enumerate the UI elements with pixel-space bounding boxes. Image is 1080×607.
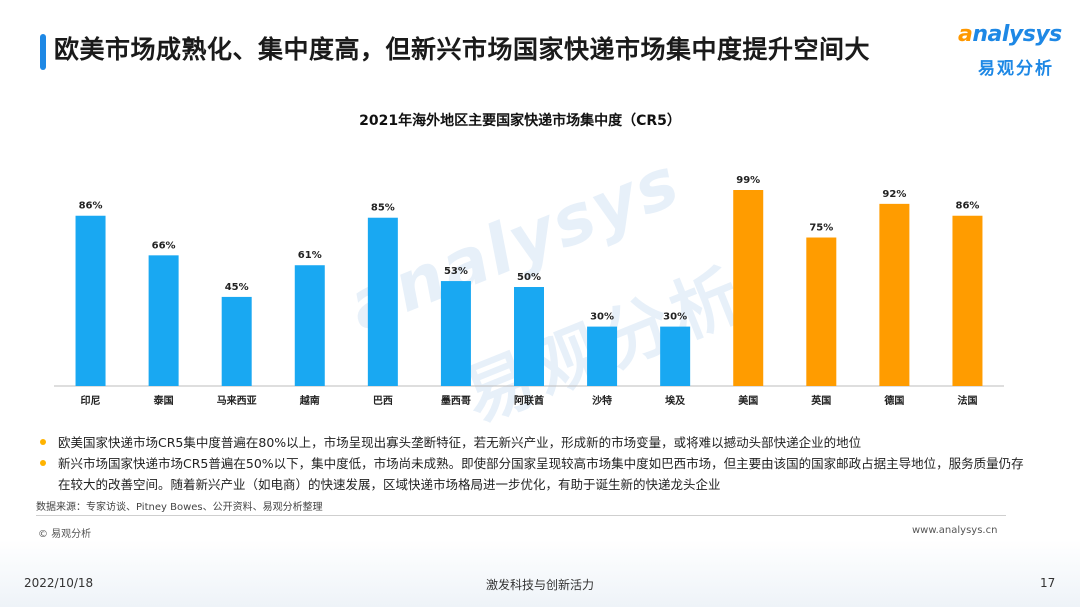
copyright: © 易观分析	[38, 529, 92, 540]
x-tick-label: 马来西亚	[217, 394, 257, 407]
footer-date: 2022/10/18	[24, 576, 94, 590]
bar-value-label: 66%	[152, 240, 176, 251]
x-tick-label: 巴西	[373, 395, 393, 407]
bar-value-label: 99%	[736, 175, 760, 186]
bar-4	[294, 265, 325, 386]
bar-13	[952, 215, 983, 386]
bullet-icon	[40, 439, 46, 445]
x-tick-label: 埃及	[665, 394, 686, 407]
bar-9	[660, 326, 691, 386]
footer-background	[0, 540, 1080, 607]
bar-2	[148, 255, 179, 386]
bar-12	[879, 203, 910, 386]
note-text: 欧美国家快递市场CR5集中度普遍在80%以上，市场呈现出寡头垄断特征，若无新兴产…	[58, 435, 862, 450]
bar-value-label: 61%	[298, 250, 322, 261]
logo-wordmark-initial: a	[958, 22, 973, 47]
title-accent-bar	[40, 34, 46, 70]
bar-chart: 86% 印尼 66% 泰国 45% 马来西亚 61% 越南 85% 巴西 53% 墨西哥 50% 阿联酋 3…	[54, 175, 1004, 407]
footer-slogan: 激发科技与创新活力	[485, 578, 594, 592]
bar-value-label: 75%	[809, 223, 833, 234]
note-text: 新兴市场国家快递市场CR5普遍在50%以下，集中度低，市场尚未成熟。即使部分国家…	[58, 456, 1024, 492]
bar-value-label: 50%	[517, 272, 541, 283]
x-tick-label: 英国	[810, 394, 831, 407]
bar-value-label: 85%	[371, 203, 395, 214]
note-item: 新兴市场国家快递市场CR5普遍在50%以下，集中度低，市场尚未成熟。即使部分国家…	[36, 453, 1036, 495]
chart-title: 2021年海外地区主要国家快递市场集中度（CR5）	[359, 113, 681, 129]
x-tick-label: 德国	[883, 394, 904, 407]
x-tick-label: 印尼	[81, 395, 101, 407]
page-title: 欧美市场成熟化、集中度高，但新兴市场国家快递市场集中度提升空间大	[54, 35, 871, 64]
bullet-icon	[40, 460, 46, 466]
x-tick-label: 墨西哥	[441, 395, 471, 407]
x-tick-label: 泰国	[153, 394, 174, 407]
bar-value-label: 45%	[225, 282, 249, 293]
bar-3	[221, 296, 252, 386]
bar-6	[440, 281, 471, 386]
bar-1	[75, 215, 106, 386]
bar-value-label: 53%	[444, 266, 468, 277]
x-tick-label: 阿联酋	[514, 394, 544, 407]
bar-7	[514, 287, 544, 386]
x-tick-label: 沙特	[592, 394, 612, 407]
data-source: 数据来源：专家访谈、Pitney Bowes、公开资料、易观分析整理	[36, 502, 323, 513]
x-tick-label: 美国	[738, 394, 758, 407]
footer-divider	[36, 515, 1006, 516]
bar-11	[806, 237, 837, 386]
logo-chinese: 易观分析	[978, 59, 1054, 79]
x-tick-label: 越南	[299, 394, 320, 407]
bar-value-label: 92%	[882, 189, 906, 200]
logo-wordmark: analysys	[958, 22, 1062, 47]
page-number: 17	[1040, 576, 1056, 590]
bar-value-label: 30%	[663, 312, 687, 323]
website-link[interactable]: www.analysys.cn	[912, 525, 998, 536]
bar-value-label: 86%	[79, 201, 103, 212]
x-tick-label: 法国	[957, 394, 977, 407]
note-item: 欧美国家快递市场CR5集中度普遍在80%以上，市场呈现出寡头垄断特征，若无新兴产…	[36, 432, 1036, 453]
bar-8	[587, 326, 618, 386]
bar-5	[367, 217, 398, 386]
logo-wordmark-rest: nalysys	[972, 22, 1062, 47]
bar-value-label: 30%	[590, 312, 614, 323]
bar-value-label: 86%	[955, 201, 979, 212]
bar-10	[733, 190, 764, 386]
analysys-logo: analysys 易观分析	[958, 22, 1063, 80]
notes-list: 欧美国家快递市场CR5集中度普遍在80%以上，市场呈现出寡头垄断特征，若无新兴产…	[36, 432, 1036, 495]
